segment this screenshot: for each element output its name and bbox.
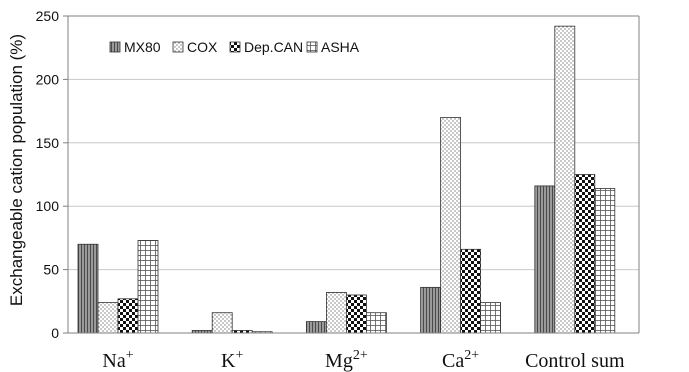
category-superscript: + — [235, 348, 243, 363]
axes — [67, 15, 640, 334]
bars — [77, 25, 616, 334]
x-category-label: Mg2+ — [325, 348, 368, 372]
bar-cox-0 — [97, 302, 119, 334]
bar-asha-0 — [137, 240, 159, 334]
legend-label: ASHA — [321, 39, 360, 55]
y-tick-label: 150 — [36, 135, 60, 151]
bar-asha-4 — [594, 188, 616, 334]
x-category-label: Na+ — [102, 348, 133, 372]
legend: MX80 COX Dep.CAN ASHA — [103, 34, 385, 60]
bar-mx80-2 — [305, 321, 327, 334]
legend-box — [103, 34, 385, 60]
category-base: Control sum — [525, 350, 625, 372]
x-category-label: Ca2+ — [442, 348, 479, 372]
legend-label: MX80 — [124, 39, 161, 55]
legend-label: Dep.CAN — [244, 39, 303, 55]
y-tick-label: 100 — [36, 198, 60, 214]
bar-dep-can-4 — [574, 174, 596, 334]
x-category-label: K+ — [221, 348, 243, 372]
y-axis-label: Exchangeable cation population (%) — [7, 34, 26, 306]
legend-swatch-asha — [306, 41, 318, 53]
bar-mx80-0 — [77, 243, 99, 334]
y-tick-labels: 0 50 100 150 200 250 — [36, 8, 60, 341]
bar-cox-2 — [325, 292, 347, 334]
bar-asha-3 — [480, 302, 502, 334]
bar-dep-can-0 — [117, 298, 139, 334]
category-base: Ca — [442, 350, 464, 372]
bar-mx80-4 — [534, 185, 556, 334]
bar-asha-2 — [365, 312, 387, 334]
bar-dep-can-3 — [460, 248, 482, 334]
y-tick-label: 250 — [36, 8, 60, 24]
category-base: Mg — [325, 350, 353, 372]
category-base: Na — [102, 350, 125, 372]
x-category-labels: Na+ K+ Mg2+ Ca2+ Control sum — [102, 348, 625, 372]
bar-dep-can-2 — [345, 294, 367, 334]
category-superscript: 2+ — [464, 348, 479, 363]
bar-cox-4 — [554, 25, 576, 334]
legend-swatch-dep-can — [229, 41, 241, 53]
legend-label: COX — [187, 39, 218, 55]
bar-mx80-3 — [420, 286, 442, 334]
bar-cox-1 — [211, 312, 233, 334]
bar-cox-3 — [440, 117, 462, 334]
y-tick-label: 50 — [43, 262, 59, 278]
y-tick-label: 200 — [36, 71, 60, 87]
category-superscript: 2+ — [353, 348, 368, 363]
category-base: K — [221, 350, 236, 372]
legend-swatch-mx80 — [109, 41, 121, 53]
y-tick-label: 0 — [51, 325, 59, 341]
x-category-label: Control sum — [525, 350, 625, 372]
legend-swatch-cox — [172, 41, 184, 53]
category-superscript: + — [126, 348, 134, 363]
